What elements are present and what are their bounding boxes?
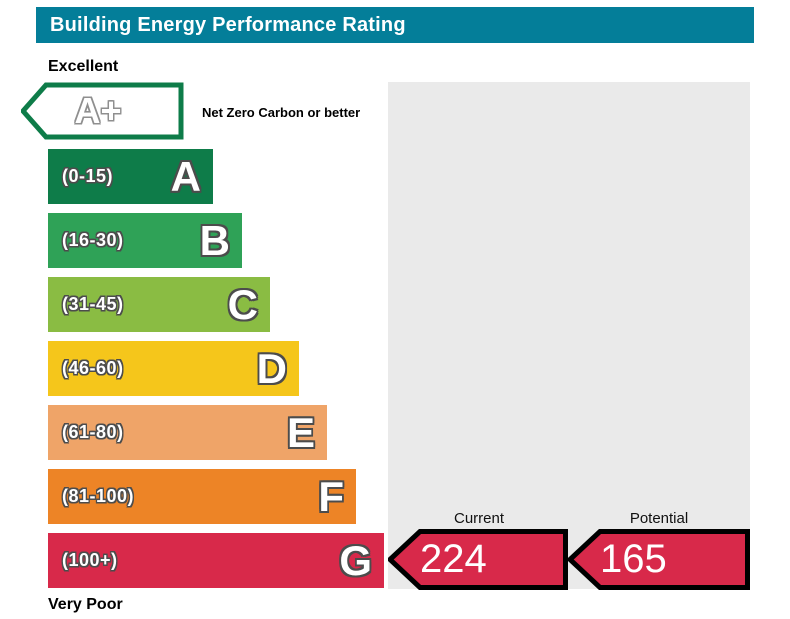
band-b: (16-30) B	[48, 213, 242, 268]
chart-header: Building Energy Performance Rating	[36, 7, 754, 43]
band-f-letter: F	[318, 472, 344, 520]
band-c-letter: C	[227, 280, 258, 328]
page-title: Building Energy Performance Rating	[50, 13, 406, 36]
band-e-range: (61-80)	[62, 422, 124, 442]
net-zero-band-arrow	[21, 82, 184, 140]
band-b-range: (16-30)	[62, 230, 124, 250]
net-zero-band-letter: A+	[74, 90, 122, 131]
band-g: (100+) G	[48, 533, 384, 588]
band-b-letter: B	[199, 216, 230, 264]
band-e-letter: E	[286, 408, 315, 456]
potential-label: Potential	[629, 510, 689, 527]
band-d-letter: D	[256, 344, 287, 392]
band-a: (0-15) A	[48, 149, 213, 204]
current-label: Current	[453, 510, 505, 527]
band-c-range: (31-45)	[62, 294, 124, 314]
band-g-letter: G	[339, 536, 372, 584]
band-a-letter: A	[170, 152, 201, 200]
band-c: (31-45) C	[48, 277, 270, 332]
band-f: (81-100) F	[48, 469, 356, 524]
band-e: (61-80) E	[48, 405, 327, 460]
band-f-range: (81-100)	[62, 486, 135, 506]
net-zero-band-label: Net Zero Carbon or better	[202, 105, 361, 120]
band-a-range: (0-15)	[62, 166, 114, 186]
scale-label-excellent: Excellent	[48, 58, 119, 75]
band-d-range: (46-60)	[62, 358, 124, 378]
rating-pointer-panel	[388, 82, 750, 589]
band-g-range: (100+)	[62, 550, 118, 570]
potential-rating-value: 165	[600, 537, 667, 581]
potential-rating-arrow	[568, 529, 750, 590]
current-rating-arrow	[388, 529, 568, 590]
current-rating-value: 224	[420, 537, 487, 581]
band-d: (46-60) D	[48, 341, 299, 396]
scale-label-very-poor: Very Poor	[48, 596, 123, 613]
